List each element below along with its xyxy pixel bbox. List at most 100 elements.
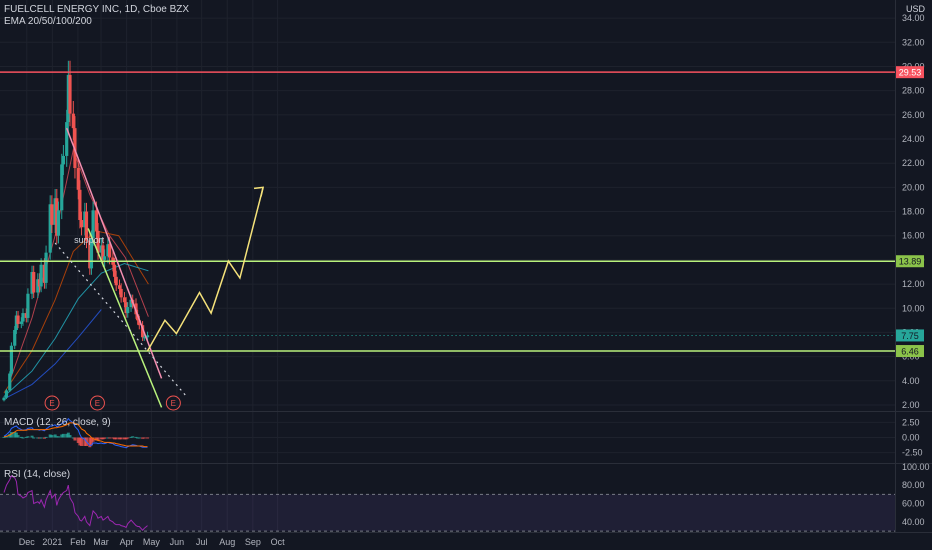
macd-histogram-bar — [106, 437, 110, 439]
earnings-marker-label: E — [171, 399, 176, 408]
macd-histogram-bar — [78, 437, 82, 446]
earnings-marker[interactable] — [89, 395, 105, 411]
candle-body — [141, 325, 145, 338]
candle-body — [117, 285, 122, 289]
rsi-tick-label: 60.00 — [902, 499, 925, 509]
macd-histogram-bar — [94, 437, 98, 441]
candle-body — [50, 204, 54, 225]
candle-body — [13, 330, 17, 346]
price-label-text: 6.46 — [901, 347, 919, 357]
macd-histogram-bar — [39, 437, 43, 439]
currency-label: USD — [906, 4, 926, 14]
candle-body — [42, 264, 47, 283]
candle-body — [32, 271, 36, 293]
macd-histogram-bar — [50, 435, 54, 438]
price-label-badge — [896, 329, 924, 342]
candle-body — [101, 245, 105, 260]
earnings-marker-label: E — [95, 399, 100, 408]
macd-histogram-bar — [30, 435, 34, 438]
time-tick-label: Jul — [196, 537, 208, 547]
price-label-badge — [896, 345, 924, 358]
price-label-badge — [896, 255, 924, 268]
earnings-marker[interactable] — [165, 395, 181, 411]
macd-histogram-bar — [65, 433, 69, 438]
macd-histogram-bar — [96, 437, 100, 441]
candle-body — [88, 240, 92, 269]
time-tick-label: Apr — [120, 537, 134, 547]
candle-body — [2, 397, 6, 401]
projection-path — [146, 187, 264, 352]
candle-body — [44, 252, 48, 283]
time-tick-label: Aug — [219, 537, 235, 547]
rsi-tick-label: 40.00 — [902, 517, 925, 527]
candle-body — [65, 122, 69, 156]
candle-body — [124, 302, 128, 314]
macd-histogram-bar — [118, 437, 121, 440]
macd-histogram-bar — [126, 437, 130, 439]
price-label-text: 7.75 — [901, 331, 919, 341]
candle-body — [21, 313, 25, 322]
macd-histogram-bar — [2, 436, 6, 438]
macd-histogram-bar — [114, 437, 118, 440]
macd-legend: MACD (12, 26, close, 9) — [4, 417, 111, 428]
time-tick-label: May — [143, 537, 161, 547]
macd-histogram-bar — [16, 435, 20, 438]
candle-body — [108, 244, 112, 258]
earnings-marker[interactable] — [44, 395, 60, 411]
candle-body — [129, 299, 133, 308]
projection-arrowhead — [253, 186, 265, 197]
candle-body — [91, 210, 95, 239]
macd-histogram-bar — [131, 436, 135, 438]
macd-histogram-bar — [136, 437, 140, 439]
candle-body — [39, 264, 43, 287]
candle-body — [119, 288, 123, 298]
macd-histogram-bar — [83, 437, 87, 446]
ema-line — [3, 309, 102, 400]
macd-histogram-bar — [21, 437, 25, 439]
macd-histogram-bar — [141, 437, 145, 439]
price-tick-label: 4.00 — [902, 376, 920, 386]
rsi-legend: RSI (14, close) — [4, 469, 71, 480]
price-tick-label: 2.00 — [902, 400, 920, 410]
price-label-text: 29.53 — [899, 68, 922, 78]
macd-histogram-bar — [113, 437, 117, 440]
price-tick-label: 20.00 — [902, 182, 925, 192]
candle-body — [145, 335, 150, 338]
macd-histogram-bar — [53, 434, 57, 438]
candle-body — [142, 337, 146, 339]
macd-histogram-bar — [9, 432, 13, 438]
candle-body — [37, 279, 42, 287]
time-tick-label: Mar — [93, 537, 109, 547]
time-tick-label: 2021 — [42, 537, 62, 547]
trendline-channel-top — [65, 127, 163, 379]
candle-body — [137, 320, 141, 326]
price-tick-label: 12.00 — [902, 279, 925, 289]
candle-body — [99, 245, 103, 253]
candle-body — [89, 238, 94, 269]
rsi-tick-label: 100.00 — [902, 462, 930, 472]
ema-line — [3, 262, 149, 397]
macd-histogram-bar — [73, 437, 77, 441]
price-tick-label: 22.00 — [902, 158, 925, 168]
macd-tick-label: -2.50 — [902, 448, 923, 458]
trendline-channel-bottom — [87, 228, 163, 408]
macd-histogram-bar — [91, 437, 95, 442]
macd-histogram-bar — [101, 437, 105, 440]
macd-histogram-bar — [142, 437, 146, 439]
candle-body — [53, 198, 57, 225]
macd-histogram-bar — [111, 437, 115, 439]
macd-histogram-bar — [103, 437, 107, 439]
candle-body — [24, 313, 28, 318]
macd-histogram-bar — [99, 437, 103, 440]
candle-body — [126, 307, 130, 314]
macd-histogram-bar — [80, 437, 84, 446]
candle-body — [30, 271, 34, 294]
macd-histogram-bar — [68, 435, 72, 438]
rsi-tick-label: 80.00 — [902, 480, 925, 490]
macd-histogram-bar — [14, 432, 18, 438]
macd-histogram-bar — [122, 437, 126, 440]
candle-body — [4, 390, 9, 398]
macd-histogram-bar — [137, 437, 141, 439]
candle-body — [36, 279, 40, 293]
